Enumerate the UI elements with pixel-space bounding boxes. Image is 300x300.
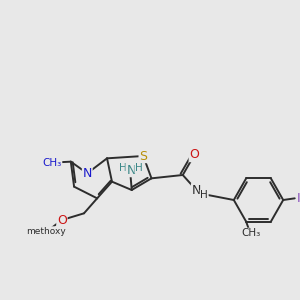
Text: CH₃: CH₃ — [42, 158, 62, 168]
Text: H: H — [135, 163, 143, 173]
Text: N: N — [126, 164, 136, 176]
Text: O: O — [189, 148, 199, 161]
Text: methoxy: methoxy — [27, 227, 66, 236]
Text: S: S — [139, 149, 147, 163]
Text: N: N — [192, 184, 201, 197]
Text: I: I — [297, 192, 300, 205]
Text: O: O — [57, 214, 67, 226]
Text: N: N — [82, 167, 92, 180]
Text: H: H — [200, 190, 208, 200]
Text: CH₃: CH₃ — [242, 228, 261, 238]
Text: H: H — [119, 163, 127, 173]
